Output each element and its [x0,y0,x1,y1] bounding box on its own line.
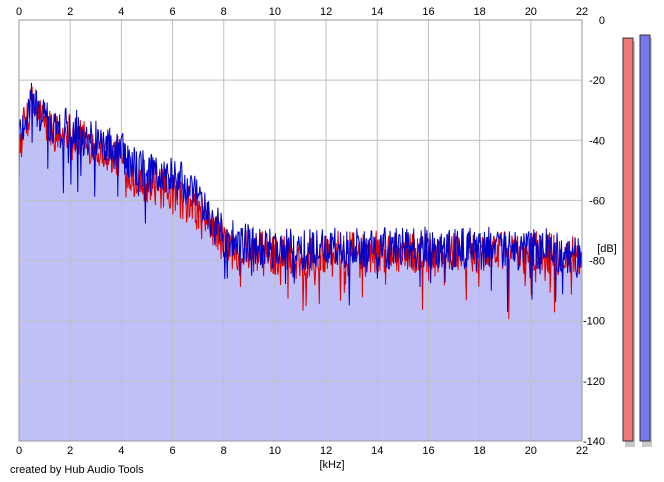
x-tick-label-bottom: 4 [118,445,124,457]
plot-frame [18,19,583,442]
y-tick-label: -40 [589,135,605,147]
credit-text: created by Hub Audio Tools [10,464,144,476]
x-tick-label-bottom: 20 [525,445,537,457]
y-tick-label: -60 [589,195,605,207]
x-tick-label-top: 10 [269,6,281,18]
y-tick-label: -140 [583,436,605,448]
level-meters [622,34,652,448]
x-tick-label-top: 2 [67,6,73,18]
y-axis-label: [dB] [597,243,617,255]
tick-labels: 002244668810101212141416161818202022220-… [16,6,605,457]
x-tick-label-bottom: 10 [269,445,281,457]
x-tick-label-bottom: 18 [474,445,486,457]
x-tick-label-bottom: 6 [169,445,175,457]
x-tick-label-top: 20 [525,6,537,18]
x-tick-label-bottom: 8 [221,445,227,457]
x-tick-label-top: 12 [320,6,332,18]
x-axis-label: [kHz] [319,459,344,471]
x-tick-label-top: 16 [422,6,434,18]
x-tick-label-top: 18 [474,6,486,18]
x-tick-label-bottom: 0 [16,445,22,457]
x-tick-label-bottom: 16 [422,445,434,457]
y-tick-label: -120 [583,376,605,388]
x-tick-label-top: 0 [16,6,22,18]
x-tick-label-top: 22 [576,6,588,18]
y-tick-label: -80 [589,256,605,268]
y-tick-label: -100 [583,316,605,328]
x-tick-label-top: 8 [221,6,227,18]
x-tick-label-bottom: 14 [371,445,383,457]
series-lines [18,82,583,320]
x-tick-label-top: 6 [169,6,175,18]
y-tick-label: -20 [589,75,605,87]
left-level-meter [622,37,634,442]
x-tick-label-top: 4 [118,6,124,18]
right-channel-trace [18,82,583,313]
x-tick-label-bottom: 2 [67,445,73,457]
right-level-meter [639,34,651,442]
x-tick-label-bottom: 22 [576,445,588,457]
x-tick-label-top: 14 [371,6,383,18]
y-tick-label: 0 [599,15,605,27]
x-tick-label-bottom: 12 [320,445,332,457]
